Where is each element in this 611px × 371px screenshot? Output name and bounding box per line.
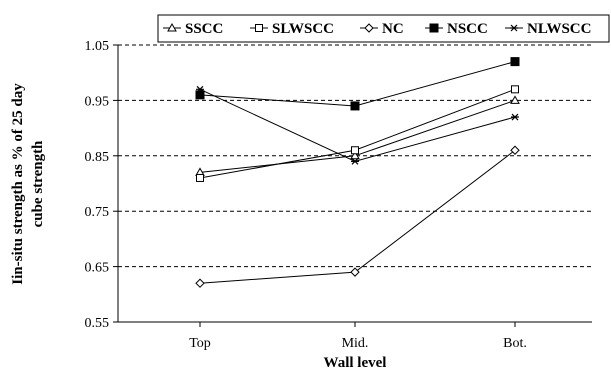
legend-item-nscc: NSCC	[425, 21, 488, 37]
data-point	[510, 24, 518, 32]
series-slwscc	[196, 85, 519, 182]
square-marker	[255, 24, 263, 32]
data-point	[510, 145, 520, 155]
legend-item-slwscc: SLWSCC	[250, 21, 334, 37]
star-marker	[351, 157, 359, 165]
triangle-marker	[167, 22, 177, 32]
star-marker	[196, 85, 204, 93]
series-line	[199, 149, 516, 284]
series-nscc	[195, 57, 520, 111]
axes	[117, 45, 592, 323]
triangle-marker	[510, 95, 520, 104]
data-point	[429, 23, 439, 33]
y-tick-label: 0.55	[85, 316, 110, 331]
series-sscc	[195, 95, 520, 176]
square-marker	[511, 85, 519, 94]
x-tick-label: Top	[189, 336, 211, 351]
y-tick-label: 1.05	[85, 39, 110, 54]
legend-label: SLWSCC	[272, 21, 334, 37]
triangle-marker	[350, 150, 360, 160]
x-axis-title: Wall level	[324, 355, 387, 371]
y-tick-label: 0.65	[85, 261, 110, 276]
legend-item-nc: NC	[360, 21, 404, 37]
filled-square-marker	[195, 90, 205, 100]
data-point	[351, 146, 359, 155]
square-marker	[196, 173, 204, 182]
filled-square-marker	[350, 101, 360, 111]
series-line	[199, 61, 516, 107]
x-tick-label: Mid.	[342, 336, 369, 351]
y-tick-label: 0.95	[85, 94, 110, 109]
series-group	[195, 57, 520, 288]
legend-label: NC	[382, 21, 404, 37]
data-point	[350, 101, 360, 111]
data-point	[510, 57, 520, 67]
data-point	[195, 90, 205, 100]
data-point	[196, 85, 204, 93]
y-axis-title-line2: cube strength	[30, 140, 46, 227]
data-point	[196, 173, 204, 182]
x-tick-label: Bot.	[503, 336, 527, 351]
data-point	[511, 113, 519, 121]
square-marker	[351, 146, 359, 155]
series-nc	[195, 145, 520, 288]
legend-item-nlwscc: NLWSCC	[505, 21, 591, 37]
data-point	[195, 278, 205, 288]
y-tick-labels: 0.55 0.65 0.75 0.85 0.95 1.05	[85, 39, 110, 331]
data-point	[350, 267, 360, 277]
data-point	[364, 23, 374, 33]
star-marker	[511, 113, 519, 121]
x-tick-labels: Top Mid. Bot.	[189, 322, 527, 351]
legend-label: NLWSCC	[527, 21, 591, 37]
diamond-marker	[364, 23, 374, 33]
gridlines	[113, 44, 592, 323]
data-point	[255, 24, 263, 32]
filled-square-marker	[510, 57, 520, 67]
filled-square-marker	[429, 23, 439, 33]
data-point	[351, 157, 359, 165]
diamond-marker	[195, 278, 205, 288]
legend-label: NSCC	[447, 21, 488, 37]
diamond-marker	[510, 145, 520, 155]
y-tick-label: 0.75	[85, 205, 110, 220]
data-point	[511, 85, 519, 94]
data-point	[510, 95, 520, 104]
legend-label: SSCC	[185, 21, 223, 37]
legend-item-sscc: SSCC	[163, 21, 223, 37]
series-nlwscc	[196, 85, 519, 165]
data-point	[167, 22, 177, 32]
diamond-marker	[350, 267, 360, 277]
legend-box	[157, 14, 610, 43]
y-axis-title-line1: Iin-situ strength as % of 25 day	[10, 83, 26, 285]
data-point	[350, 150, 360, 160]
legend: SSCC SLWSCC NC NSCC NLWSCC	[157, 14, 610, 43]
y-tick-label: 0.85	[85, 150, 110, 165]
star-marker	[510, 24, 518, 32]
